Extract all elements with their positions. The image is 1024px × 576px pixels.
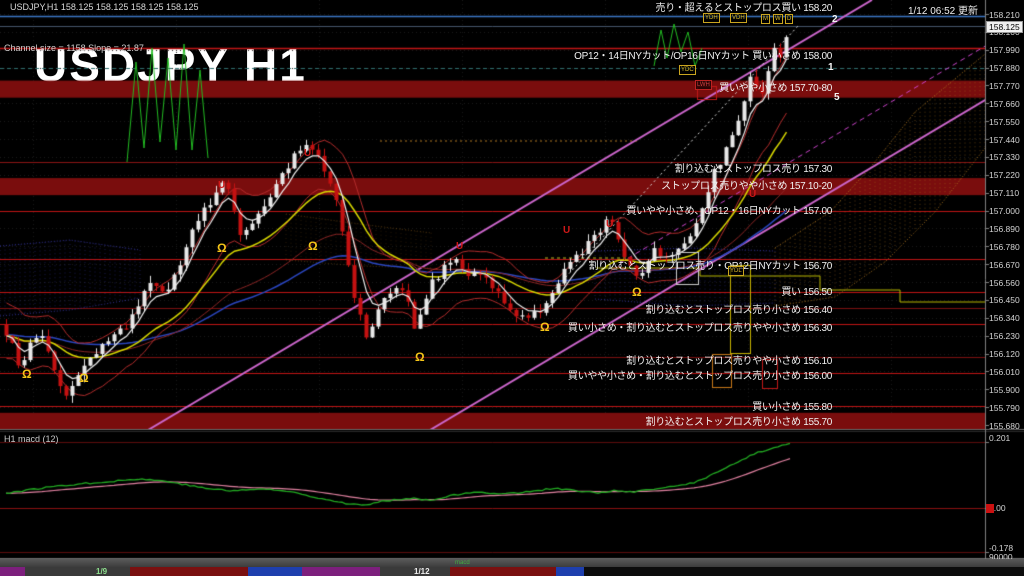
price-axis-label: 156.010 (989, 366, 1020, 377)
level-annotation: 売り・超えるとストップロス買い 158.20 (655, 3, 833, 14)
price-axis-label: 156.120 (989, 349, 1020, 360)
price-axis-label: 157.330 (989, 152, 1020, 163)
footer-bar: macd (0, 559, 1024, 567)
buy-signal-icon: Ω (308, 239, 318, 253)
price-axis-label: 156.560 (989, 277, 1020, 288)
pivot-tag-ydl: YDL (728, 266, 744, 276)
price-axis-label: 156.340 (989, 313, 1020, 324)
price-axis-label: 157.440 (989, 134, 1020, 145)
price-axis-label: 157.880 (989, 63, 1020, 74)
wave-count-label: 1 (828, 62, 834, 73)
price-axis-label: 157.990 (989, 45, 1020, 56)
level-annotation: 割り込むとストップロス売り 157.30 (674, 164, 833, 175)
pivot-tag-vdh: VDH (730, 13, 747, 23)
price-axis-label: 156.670 (989, 259, 1020, 270)
level-annotation: 割り込むとストップロス売り・OP12日NYカット 156.70 (588, 261, 832, 272)
symbol-info: USDJPY,H1 158.125 158.125 158.125 158.12… (10, 2, 199, 12)
timeline-segment (450, 567, 556, 576)
timeline-segment (302, 567, 380, 576)
buy-signal-icon: Ω (217, 241, 227, 255)
price-axis-label: 156.450 (989, 295, 1020, 306)
price-axis-label: 157.000 (989, 206, 1020, 217)
indicator-axis-label: -0.178 (989, 543, 1014, 553)
update-time: 1/12 06:52 更新 (907, 6, 978, 17)
price-axis-label: 158.210 (989, 9, 1020, 20)
indicator-label: H1 macd (12) (4, 434, 59, 444)
timeline-segment (0, 567, 25, 576)
buy-signal-icon: Ω (79, 371, 89, 385)
level-annotation: 買いやや小さめ 157.70-80 (719, 83, 832, 94)
price-axis-label: 156.890 (989, 223, 1020, 234)
timeline-date-label: 1/9 (96, 567, 108, 576)
pivot-tag-d: D (785, 14, 794, 24)
pivot-tag-lwh: LWH (695, 80, 712, 90)
level-annotation: 買い小さめ・割り込むとストップロス売りやや小さめ 156.30 (567, 323, 832, 334)
current-price-box: 158.125 (986, 21, 1023, 33)
buy-signal-icon: Ω (540, 320, 550, 334)
sell-signal-icon: U (304, 148, 312, 159)
timeline-date-label: 1/12 (414, 567, 430, 576)
timeline-segment (25, 567, 130, 576)
footer-note: macd (455, 560, 470, 566)
sell-signal-icon: U (456, 241, 464, 252)
indicator-axis-label: 0.201 (989, 433, 1011, 443)
buy-signal-icon: Ω (22, 367, 32, 381)
level-annotation: 割り込むとストップロス売り小さめ 156.40 (645, 305, 833, 316)
price-axis-label: 155.680 (989, 420, 1020, 431)
wave-count-label: 2 (832, 14, 838, 25)
indicator-axis-label: 90000 (989, 552, 1013, 562)
timeline-segment (584, 567, 1024, 576)
price-axis-label: 156.230 (989, 331, 1020, 342)
price-axis-label: 157.110 (989, 188, 1020, 199)
indicator-value-marker (986, 504, 994, 513)
pivot-tag-m: M (761, 14, 770, 24)
price-axis-label: 155.900 (989, 384, 1020, 395)
level-annotation: 買いやや小さめ、OP12・16日NYカット 157.00 (626, 206, 832, 217)
level-annotation: OP12・14日NYカット/OP16日NYカット 買い小さめ 158.00 (574, 51, 832, 62)
level-annotation: 割り込むとストップロス売りやや小さめ 156.10 (626, 356, 832, 367)
timeline-segment (380, 567, 450, 576)
buy-signal-icon: Ω (632, 285, 642, 299)
pivot-tag-ydh: YDH (703, 13, 720, 23)
timeline-strip: 1/9 1/12 (0, 567, 1024, 576)
buy-signal-icon: Ω (415, 350, 425, 364)
wave-count-label: 5 (834, 92, 840, 103)
level-annotation: ストップロス売りやや小さめ 157.10-20 (661, 181, 832, 192)
level-annotation: 買い小さめ 155.80 (752, 402, 832, 413)
pivot-tag-w: W (773, 14, 783, 24)
level-annotation: 買い 156.50 (781, 287, 832, 298)
indicator-axis-label: 0.00 (989, 503, 1006, 513)
timeline-segment (248, 567, 302, 576)
level-annotation: 割り込むとストップロス売り小さめ 155.70 (645, 417, 833, 428)
price-axis-label: 157.550 (989, 116, 1020, 127)
channel-info: Channel size = 1158 Slope = 21.87 (4, 43, 144, 53)
price-axis-label: 157.660 (989, 98, 1020, 109)
price-axis-label: 157.220 (989, 170, 1020, 181)
timeline-segment (556, 567, 584, 576)
price-axis-label: 156.780 (989, 241, 1020, 252)
sell-signal-icon: U (749, 189, 757, 200)
sell-signal-icon: U (606, 219, 614, 230)
level-annotation: 買いやや小さめ・割り込むとストップロス売り小さめ 156.00 (567, 371, 832, 382)
pivot-tag-ydc: YDC (679, 65, 696, 75)
timeline-segment (130, 567, 248, 576)
price-axis-label: 157.770 (989, 80, 1020, 91)
price-axis-label: 155.790 (989, 402, 1020, 413)
sell-signal-icon: U (563, 225, 571, 236)
sell-signal-icon: U (218, 180, 226, 191)
